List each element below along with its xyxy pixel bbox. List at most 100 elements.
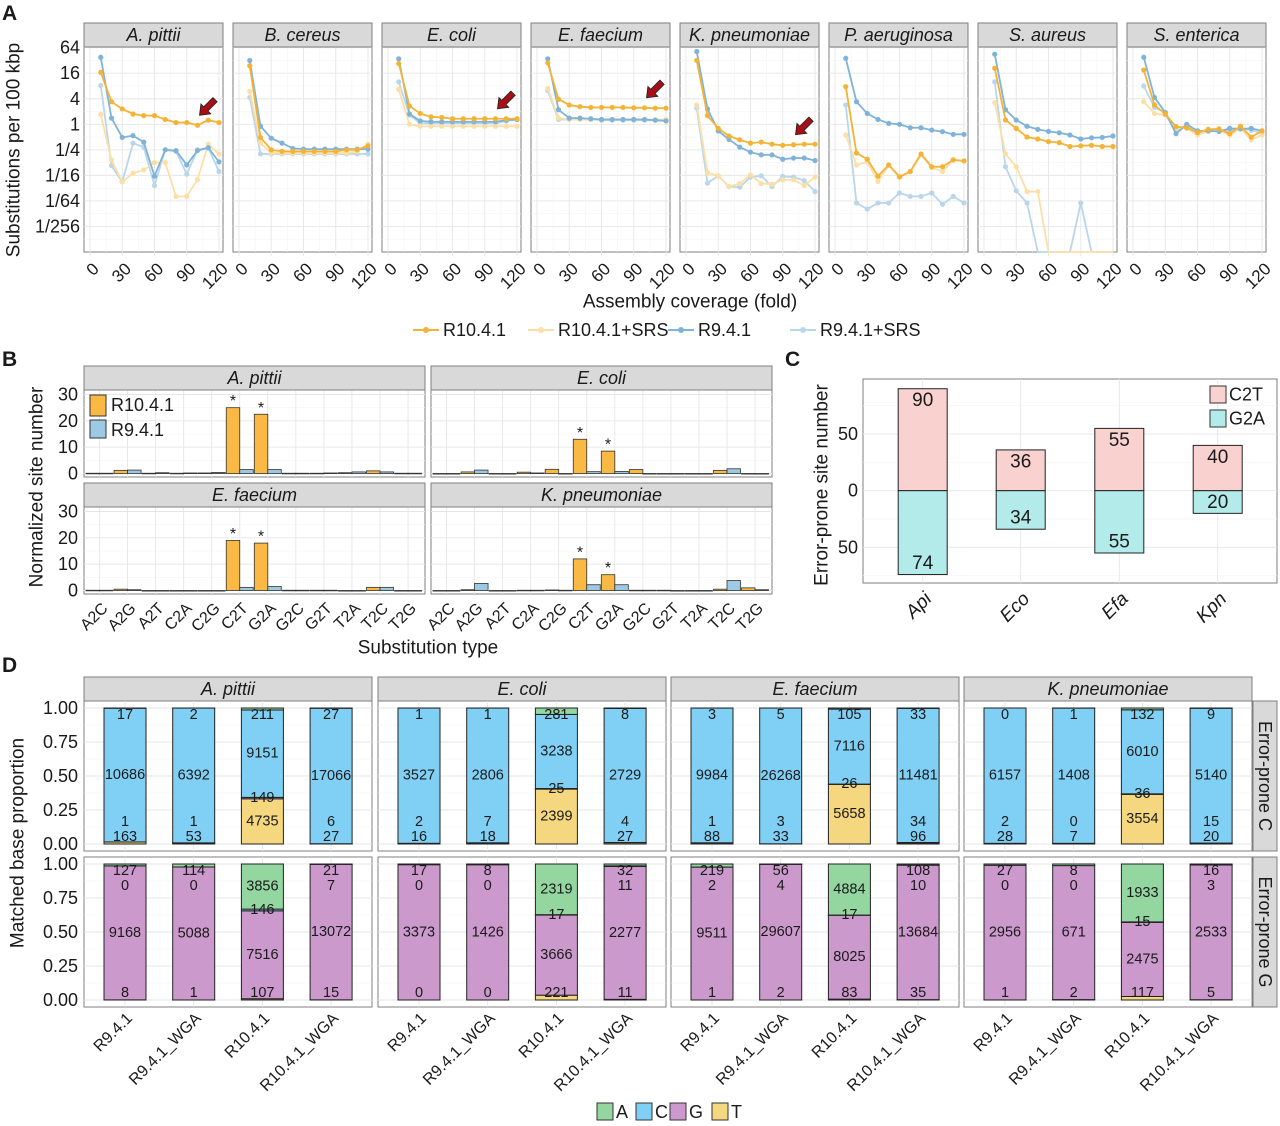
data-point [1045, 139, 1052, 145]
facet-strip [83, 482, 426, 508]
data-label: 55 [1109, 532, 1130, 553]
x-tick-label: 0 [381, 259, 401, 279]
bar-R10.4.1-G2T [657, 589, 672, 592]
bar-R9.4.1-A2G [127, 589, 142, 591]
data-point [577, 104, 583, 110]
facet-strip [828, 22, 969, 48]
data-point [801, 182, 807, 189]
bar-R10.4.1-T2G [394, 472, 409, 475]
bar-R10.4.1-G2A [600, 450, 616, 474]
bar-R10.4.1-C2T [225, 540, 241, 591]
bar-R9.4.1-C2A [183, 590, 198, 592]
data-point [514, 123, 520, 129]
data-point [322, 148, 328, 154]
bar-R10.4.1-G2T [309, 472, 325, 475]
data-point [780, 142, 786, 148]
panel-letter-d: D [2, 654, 17, 677]
data-point [588, 104, 594, 111]
count-label: 132 [1130, 707, 1154, 723]
data-point [758, 139, 764, 145]
data-point [780, 177, 786, 183]
data-point [1024, 200, 1030, 206]
data-point [119, 179, 125, 185]
count-label: 281 [544, 707, 568, 723]
bar-R9.4.1-T2C [379, 586, 394, 591]
x-tick-label: R10.4.1 [809, 1010, 861, 1062]
data-point [907, 125, 913, 131]
legend-key-A [596, 1102, 614, 1121]
bar-R9.4.1-T2C [726, 580, 741, 591]
data-point [268, 147, 274, 153]
x-tick-label: 30 [406, 259, 433, 286]
data-point [279, 140, 285, 146]
data-point [747, 172, 754, 178]
data-point [173, 147, 179, 154]
x-tick-label: 0 [83, 259, 103, 279]
x-tick-label: 30 [257, 259, 284, 286]
bar-R9.4.1-C2T [239, 469, 254, 474]
legend-key-point [800, 327, 806, 333]
y-tick-label: 0.50 [43, 766, 78, 786]
x-axis-title: Substitution type [358, 638, 498, 659]
bar-R10.4.1-C2A [516, 471, 532, 474]
data-point [194, 176, 201, 183]
bar-G2A-Api [897, 490, 948, 576]
data-point [343, 147, 350, 153]
data-point [119, 106, 125, 112]
count-label: 4884 [833, 882, 865, 898]
panel-letter-c: C [785, 348, 800, 371]
x-tick-label: A2G [105, 600, 140, 635]
x-tick-label: R9.4.1 [385, 1010, 430, 1055]
x-tick-label: R9.4.1_WGA [420, 1010, 499, 1089]
data-point [545, 56, 551, 62]
count-label: 117 [1131, 985, 1154, 1001]
count-label: 3666 [540, 947, 572, 963]
data-point [162, 147, 168, 153]
data-label: 36 [1010, 451, 1031, 472]
significance-star: * [230, 526, 236, 543]
data-point [812, 174, 818, 180]
significance-star: * [577, 425, 583, 442]
data-point [843, 55, 849, 61]
count-label: 2399 [540, 809, 572, 825]
bar-R9.4.1-G2T [670, 473, 685, 475]
count-label: 5 [777, 707, 785, 723]
count-label: 146 [250, 902, 274, 918]
data-point [939, 129, 946, 135]
facet-title: B. cereus [264, 25, 340, 45]
x-tick-label: C2A [509, 600, 543, 634]
data-point [1078, 143, 1084, 149]
count-label: 671 [1062, 925, 1086, 941]
x-tick-label: 120 [794, 259, 827, 292]
bar-segment-A [827, 863, 871, 916]
data-point [769, 141, 775, 147]
data-point [918, 193, 924, 199]
x-tick-label: 0 [232, 259, 252, 279]
data-point [503, 123, 509, 129]
bar-segment-C [983, 707, 1027, 844]
bar-R9.4.1-G2A [267, 586, 282, 591]
bar-R10.4.1-A2G [460, 471, 475, 474]
data-point [1216, 126, 1222, 132]
y-tick-label: 0.75 [43, 888, 78, 908]
count-label: 5088 [178, 925, 210, 941]
count-label: 108 [906, 863, 930, 879]
y-tick-label: 0.25 [43, 800, 78, 820]
bar-R9.4.1-A2C [99, 589, 114, 592]
facet-title: K. pneumoniae [689, 25, 810, 45]
data-point [769, 181, 775, 187]
bar-R10.4.1-A2C [85, 589, 100, 592]
data-point [205, 145, 211, 151]
count-label: 17 [411, 863, 427, 879]
bar-R10.4.1-C2G [544, 468, 560, 474]
data-point [545, 60, 551, 66]
data-point [886, 200, 892, 206]
data-label: 74 [912, 553, 934, 574]
bar-R10.4.1-G2A [253, 542, 269, 591]
count-label: 27 [323, 829, 339, 845]
bar-R9.4.1-A2T [502, 473, 517, 475]
data-point [1173, 131, 1179, 137]
data-point [812, 157, 818, 164]
data-point [108, 157, 115, 163]
